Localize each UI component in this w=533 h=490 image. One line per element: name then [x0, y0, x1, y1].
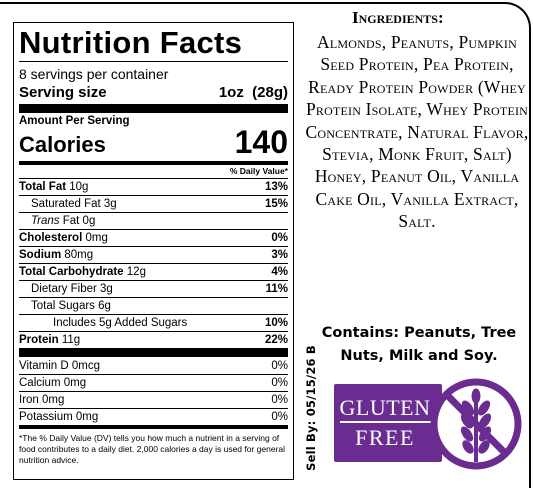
nutrient-dv: 13% [264, 181, 288, 193]
nutrient-row-calcium: Calcium 0mg 0% [19, 374, 288, 391]
allergen-statement: Contains: Peanuts, Tree Nuts, Milk and S… [321, 325, 517, 364]
nutrient-name: Iron [19, 394, 39, 406]
nutrient-dv: 22% [264, 334, 288, 346]
nutrient-amount: 11g [61, 334, 81, 346]
daily-value-header: % Daily Value* [229, 166, 288, 176]
calories-label: Calories [19, 132, 106, 157]
nutrient-amount: 0mg [75, 411, 99, 423]
nutrient-amount: 0mcg [71, 359, 100, 372]
nutrient-dv: 0% [271, 359, 288, 372]
nutrient-row-iron: Iron 0mg 0% [19, 391, 288, 408]
nutrient-name: Total Sugars [31, 300, 95, 312]
nutrient-row-trans-fat: Trans Fat 0g [19, 212, 288, 229]
nutrient-dv: 4% [271, 266, 288, 278]
divider [19, 61, 288, 62]
nutrient-row-saturated-fat: Saturated Fat 3g 15% [19, 195, 288, 212]
sell-by-date: Sell By: 05/15/26 B [304, 345, 318, 471]
nutrient-row-protein: Protein 11g 22% [19, 331, 288, 348]
nutrient-amount: Fat 0g [62, 215, 96, 227]
serving-size-row: Serving size 1oz (28g) [19, 83, 288, 104]
nutrient-name: Vitamin D [19, 359, 69, 372]
divider-thick [19, 104, 288, 113]
serving-size-value: 1oz (28g) [218, 84, 288, 101]
servings-per-container: 8 servings per container [19, 66, 169, 82]
nutrient-amount: 0mg [42, 394, 65, 406]
nutrient-dv: 0% [271, 411, 288, 423]
ingredients-text: Almonds, Peanuts, Pumpkin Seed Protein, … [305, 32, 529, 232]
nutrient-amount: 3g [100, 283, 113, 295]
nutrient-row-dietary-fiber: Dietary Fiber 3g 11% [19, 280, 288, 297]
nutrient-amount: 3g [103, 198, 117, 210]
nutrient-name: Dietary Fiber [31, 283, 97, 295]
nutrient-name: Sodium [19, 249, 62, 261]
calories-value: 140 [234, 124, 288, 160]
wheat-crossed-icon [430, 378, 522, 470]
nutrient-dv: 3% [271, 249, 288, 261]
nutrient-amount: 6g [98, 300, 111, 312]
nutrient-dv: 0% [271, 394, 288, 406]
nutrient-dv: 10% [264, 317, 288, 329]
nutrient-name: Includes 5g Added Sugars [53, 317, 188, 329]
divider-medium [19, 161, 288, 165]
nutrient-name: Potassium [19, 411, 73, 423]
nutrient-row-cholesterol: Cholesterol 0mg 0% [19, 229, 288, 246]
nutrient-dv: 0% [271, 232, 288, 244]
gluten-free-badge-graphic [334, 378, 522, 470]
nutrient-row-sodium: Sodium 80mg 3% [19, 246, 288, 263]
gluten-free-badge: GLUTEN FREE [330, 378, 530, 470]
nutrient-dv: 11% [265, 283, 288, 295]
nutrient-name: Cholesterol [19, 232, 83, 244]
nutrient-row-added-sugars: Includes 5g Added Sugars 10% [19, 314, 288, 331]
nutrition-facts-panel: Nutrition Facts 8 servings per container… [13, 22, 294, 480]
nutrient-name: Total Carbohydrate [19, 266, 124, 278]
nutrient-amount: 0mg [85, 232, 108, 244]
nutrient-name: Protein [19, 334, 59, 346]
nutrient-amount: 0mg [63, 377, 87, 389]
gluten-free-line2: FREE [355, 425, 415, 450]
nutrient-row-total-fat: Total Fat 10g 13% [19, 178, 288, 195]
nutrient-dv: 15% [264, 198, 288, 210]
divider-thick [19, 348, 288, 357]
ingredients-heading: Ingredients: [352, 8, 444, 27]
nutrient-dv: 0% [271, 377, 288, 389]
nutrient-amount: 80mg [64, 249, 94, 261]
nutrient-name: Calcium [19, 377, 61, 389]
divider-medium [19, 425, 288, 429]
nutrition-facts-title: Nutrition Facts [19, 25, 243, 60]
nutrient-row-total-sugars: Total Sugars 6g [19, 297, 288, 314]
amount-per-serving: Amount Per Serving [19, 115, 130, 127]
nutrient-name: Trans [31, 215, 60, 227]
nutrient-name: Saturated Fat [31, 198, 101, 210]
nutrient-amount: 12g [126, 266, 146, 278]
nutrient-name: Total Fat [19, 181, 67, 193]
gluten-free-line1: GLUTEN [339, 395, 431, 420]
nutrient-amount: 10g [69, 181, 89, 193]
nutrient-row-vitamin-d: Vitamin D 0mcg 0% [19, 357, 288, 374]
nutrient-row-potassium: Potassium 0mg 0% [19, 408, 288, 425]
calories-row: Calories 140 [19, 124, 288, 160]
serving-size-label: Serving size [19, 84, 107, 101]
daily-value-footnote: *The % Daily Value (DV) tells you how mu… [19, 433, 286, 465]
nutrient-row-total-carbohydrate: Total Carbohydrate 12g 4% [19, 263, 288, 280]
